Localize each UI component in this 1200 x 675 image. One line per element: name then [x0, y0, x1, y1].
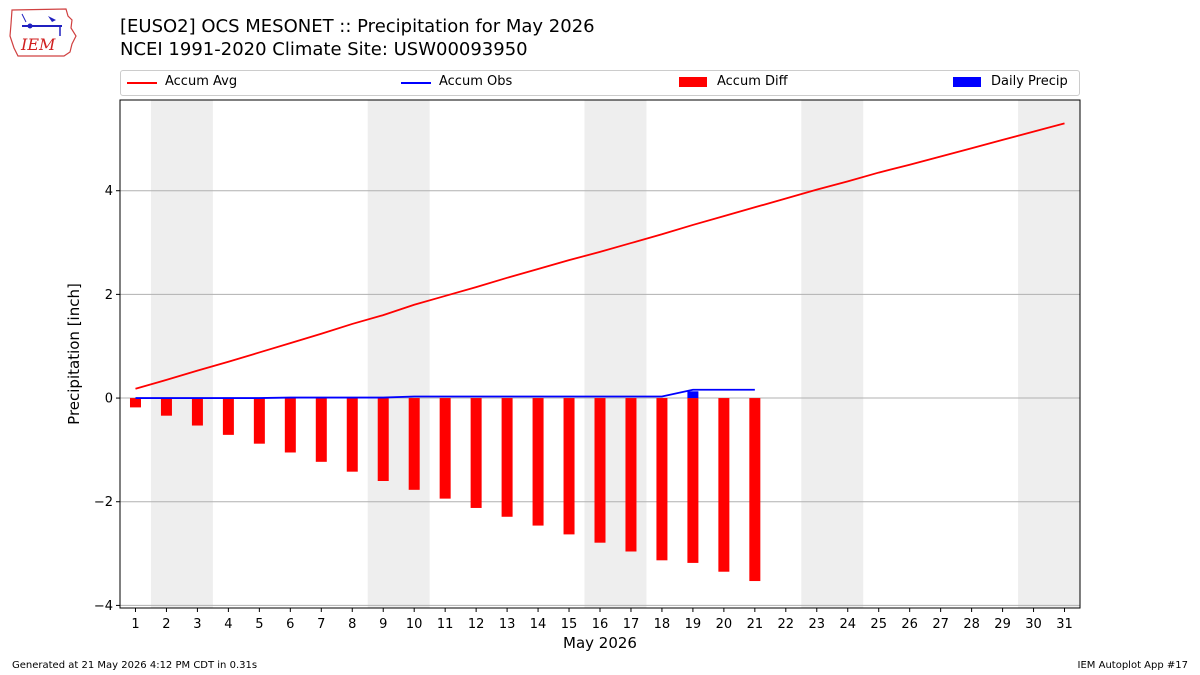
bar-accum-diff	[625, 398, 637, 552]
x-tick-label: 28	[963, 617, 980, 632]
bar-accum-diff	[656, 398, 668, 561]
x-tick-label: 30	[1025, 617, 1042, 632]
x-tick-label: 27	[932, 617, 949, 632]
bar-accum-diff	[439, 398, 451, 499]
app-credit: IEM Autoplot App #17	[1077, 660, 1188, 671]
line-accum-obs	[135, 388, 755, 399]
bar-accum-diff	[222, 398, 234, 435]
legend-label: Daily Precip	[991, 74, 1068, 89]
bar-accum-diff	[532, 398, 544, 526]
bar-accum-diff	[718, 398, 730, 572]
x-tick-label: 29	[994, 617, 1011, 632]
x-tick-label: 20	[716, 617, 733, 632]
x-tick-label: 13	[499, 617, 516, 632]
bar-accum-diff	[191, 398, 203, 426]
generated-timestamp: Generated at 21 May 2026 4:12 PM CDT in …	[12, 660, 258, 671]
x-tick-label: 23	[809, 617, 826, 632]
x-tick-label: 2	[162, 617, 170, 632]
bar-daily-precip	[687, 391, 699, 399]
x-tick-label: 8	[348, 617, 356, 632]
legend-swatch-accum-diff	[679, 77, 707, 87]
bar-accum-diff	[408, 398, 420, 490]
x-tick-label: 1	[131, 617, 139, 632]
x-tick-label: 11	[437, 617, 454, 632]
legend-label: Accum Avg	[165, 74, 238, 89]
legend-label: Accum Obs	[439, 74, 513, 89]
bar-accum-diff	[501, 398, 513, 517]
weekend-band	[584, 100, 647, 608]
x-tick-label: 21	[747, 617, 764, 632]
bar-accum-diff	[563, 398, 575, 535]
x-tick-label: 3	[193, 617, 201, 632]
bar-accum-diff	[470, 398, 482, 508]
bar-accum-diff	[377, 398, 389, 481]
x-tick-label: 18	[654, 617, 671, 632]
bar-accum-diff	[253, 398, 265, 444]
x-tick-label: 31	[1056, 617, 1073, 632]
iem-logo: IEM	[8, 6, 80, 58]
chart-title: [EUSO2] OCS MESONET :: Precipitation for…	[120, 16, 595, 37]
y-tick-label: 2	[105, 288, 113, 303]
x-tick-label: 7	[317, 617, 325, 632]
x-tick-label: 25	[870, 617, 887, 632]
x-tick-label: 17	[623, 617, 640, 632]
y-axis-label: Precipitation [inch]	[65, 283, 83, 425]
x-tick-label: 12	[468, 617, 485, 632]
y-tick-label: 0	[105, 392, 113, 407]
legend-swatch-accum-avg	[127, 82, 157, 84]
legend-swatch-daily-precip	[953, 77, 981, 87]
logo-text: IEM	[20, 35, 56, 54]
y-tick-label: −2	[94, 495, 113, 510]
legend-swatch-accum-obs	[401, 82, 431, 84]
bar-accum-diff	[687, 398, 699, 563]
y-tick-label: −4	[94, 599, 113, 614]
bar-accum-diff	[749, 398, 761, 582]
x-tick-label: 15	[561, 617, 578, 632]
bar-accum-diff	[594, 398, 606, 543]
bar-accum-diff	[284, 398, 296, 453]
x-tick-label: 10	[406, 617, 423, 632]
chart-subtitle: NCEI 1991-2020 Climate Site: USW00093950	[120, 39, 528, 60]
x-tick-label: 9	[379, 617, 387, 632]
x-tick-label: 16	[592, 617, 609, 632]
x-tick-label: 26	[901, 617, 918, 632]
x-tick-label: 6	[286, 617, 294, 632]
legend-label: Accum Diff	[717, 74, 788, 89]
x-tick-label: 14	[530, 617, 547, 632]
weekend-band	[367, 100, 430, 608]
x-tick-label: 4	[224, 617, 232, 632]
bar-accum-diff	[129, 398, 141, 408]
weekend-band	[801, 100, 864, 608]
x-tick-label: 22	[778, 617, 795, 632]
x-tick-label: 19	[685, 617, 702, 632]
bar-accum-diff	[346, 398, 358, 472]
y-tick-label: 4	[105, 184, 113, 199]
x-axis-label: May 2026	[563, 634, 637, 652]
bar-accum-diff	[160, 398, 172, 416]
legend: Accum Avg Accum Obs Accum Diff Daily Pre…	[120, 70, 1080, 96]
x-tick-label: 24	[839, 617, 856, 632]
weekend-band	[150, 100, 213, 608]
bar-accum-diff	[315, 398, 327, 462]
x-tick-label: 5	[255, 617, 263, 632]
line-accum-avg	[135, 122, 1065, 390]
weekend-band	[1018, 100, 1080, 608]
